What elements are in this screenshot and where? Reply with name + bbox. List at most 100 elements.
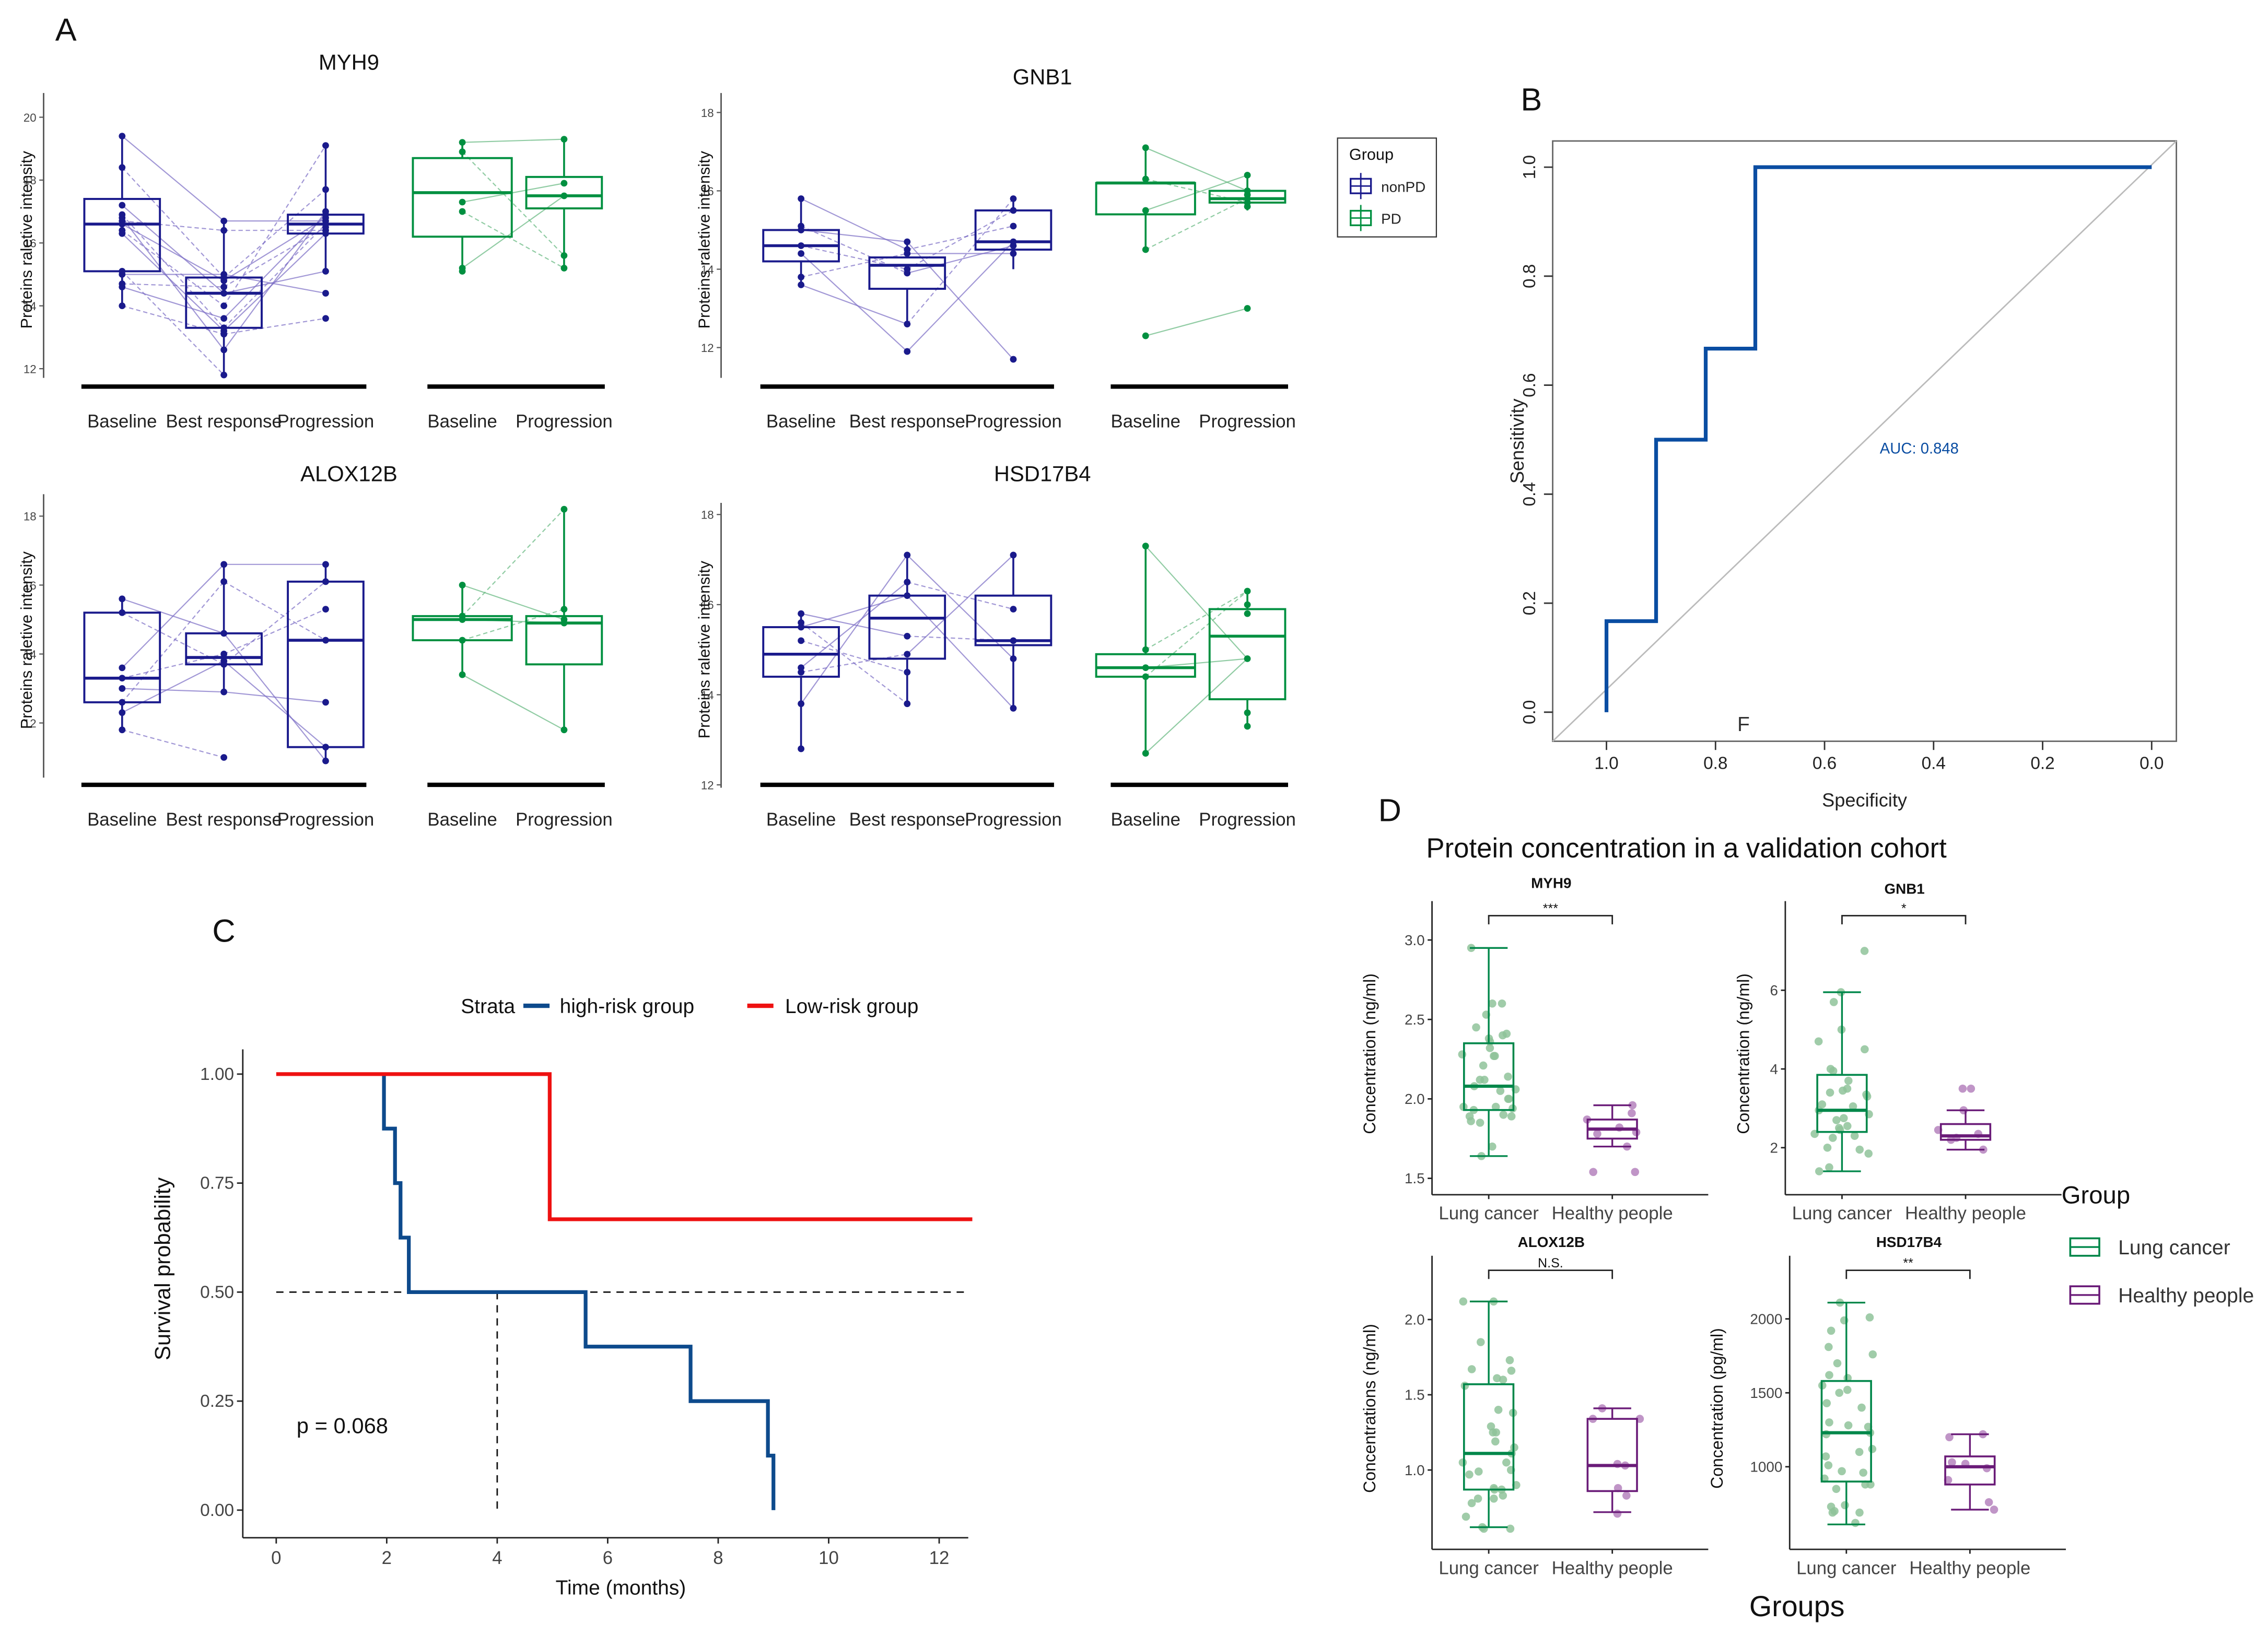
data-point bbox=[1488, 1142, 1497, 1151]
data-point bbox=[220, 661, 228, 668]
data-point bbox=[1864, 1149, 1873, 1158]
significance-label: ** bbox=[1903, 1256, 1913, 1271]
y-tick-label: 18 bbox=[24, 174, 37, 187]
data-point bbox=[1851, 1519, 1860, 1527]
x-tick-label: 12 bbox=[929, 1548, 950, 1568]
pair-line bbox=[906, 595, 1014, 709]
data-point bbox=[119, 220, 126, 228]
x-tick-label: Lung cancer bbox=[1439, 1204, 1538, 1224]
data-point bbox=[560, 192, 568, 199]
x-tick-label: Progression bbox=[1199, 810, 1296, 830]
panel-letter-b: B bbox=[1521, 82, 1542, 117]
pair-line bbox=[122, 205, 225, 294]
data-point bbox=[1476, 1338, 1485, 1346]
panel-d-validation: Protein concentration in a validation co… bbox=[1360, 833, 2254, 1622]
pair-line bbox=[462, 674, 565, 731]
data-point bbox=[322, 578, 329, 585]
data-point bbox=[1984, 1498, 1993, 1507]
data-point bbox=[1815, 1167, 1823, 1175]
data-point bbox=[459, 671, 466, 678]
y-tick-label: 2.0 bbox=[1405, 1312, 1425, 1328]
x-tick-label: Baseline bbox=[1111, 810, 1180, 830]
data-point bbox=[1825, 1418, 1833, 1427]
data-point bbox=[119, 284, 126, 290]
data-point bbox=[560, 606, 568, 613]
subplot-myh9: MYH9 12 14 16 18 20 Proteins raletive intensit… bbox=[18, 50, 612, 432]
data-point bbox=[560, 136, 568, 143]
subplot-alox12b: ALOX12B 12 14 16 18 Proteins raletive intensi… bbox=[18, 461, 612, 830]
x-tick-label: 10 bbox=[819, 1548, 839, 1568]
y-tick-label: 6 bbox=[1770, 982, 1778, 998]
data-point bbox=[1492, 1428, 1500, 1437]
box-nonpd-2 bbox=[287, 561, 365, 764]
pair-line bbox=[223, 145, 326, 307]
pair-line bbox=[122, 612, 225, 665]
data-point bbox=[798, 745, 804, 752]
panel-letter-d: D bbox=[1378, 793, 1401, 828]
data-point bbox=[220, 651, 228, 657]
x-tick-label: Baseline bbox=[766, 810, 836, 830]
data-point bbox=[904, 579, 911, 586]
data-point bbox=[1244, 203, 1251, 210]
box-pd-0 bbox=[1095, 543, 1196, 757]
box bbox=[974, 594, 1053, 646]
data-point bbox=[1491, 1052, 1499, 1060]
data-point bbox=[1490, 1495, 1498, 1503]
data-point bbox=[1244, 655, 1251, 662]
pair-line bbox=[462, 138, 564, 143]
box bbox=[1816, 1074, 1868, 1133]
data-point bbox=[119, 675, 126, 682]
y-axis-label: Survival probability bbox=[150, 1178, 175, 1360]
x-tick-label: Baseline bbox=[1111, 411, 1180, 431]
subplot-title: HSD17B4 bbox=[994, 461, 1091, 486]
data-point bbox=[459, 148, 466, 156]
data-point bbox=[1829, 1134, 1837, 1142]
data-point bbox=[798, 281, 804, 288]
x-axis-label: Time (months) bbox=[556, 1577, 686, 1599]
y-tick-label: 4 bbox=[1770, 1061, 1778, 1077]
box-lung-cancer bbox=[1810, 947, 1873, 1175]
data-point bbox=[1593, 1130, 1601, 1138]
data-point bbox=[1142, 673, 1149, 680]
data-point bbox=[1479, 1061, 1488, 1070]
data-point bbox=[1821, 1452, 1830, 1461]
data-point bbox=[1474, 1495, 1482, 1503]
x-tick-label: 2 bbox=[382, 1548, 392, 1568]
subplot-title: HSD17B4 bbox=[1876, 1234, 1942, 1250]
pair-line bbox=[224, 317, 326, 335]
data-point bbox=[1828, 1508, 1837, 1517]
box-lung-cancer bbox=[1818, 1298, 1877, 1527]
x-tick-label: Lung cancer bbox=[1792, 1204, 1892, 1224]
data-point bbox=[1499, 1110, 1508, 1119]
box bbox=[1939, 1123, 1992, 1141]
box-nonpd-1 bbox=[868, 551, 946, 708]
data-point bbox=[1504, 1095, 1513, 1103]
data-point bbox=[1491, 1102, 1500, 1111]
box-healthy-people bbox=[1944, 1430, 1998, 1514]
pair-line bbox=[122, 135, 225, 221]
data-point bbox=[560, 619, 568, 627]
data-point bbox=[1841, 1501, 1849, 1510]
y-tick-label: 1.0 bbox=[1405, 1462, 1425, 1478]
y-tick-label: 0.8 bbox=[1520, 264, 1539, 288]
data-point bbox=[220, 331, 228, 338]
data-point bbox=[1504, 1072, 1512, 1081]
data-point bbox=[322, 757, 329, 764]
data-point bbox=[119, 726, 126, 734]
data-point bbox=[904, 238, 911, 245]
box bbox=[1208, 608, 1287, 700]
box-healthy-people bbox=[1586, 1404, 1644, 1518]
legend-label-low-risk: Low-risk group bbox=[785, 995, 918, 1018]
x-tick-label: Lung cancer bbox=[1439, 1558, 1538, 1578]
data-point bbox=[1507, 1367, 1516, 1375]
panel-a-legend: Group nonPD PD bbox=[1337, 137, 1437, 238]
panel-d-legend: Group Lung cancer Healthy people bbox=[2062, 1182, 2254, 1307]
data-point bbox=[119, 133, 126, 139]
data-point bbox=[1849, 1102, 1857, 1111]
pair-line bbox=[1145, 198, 1248, 250]
legend-frame bbox=[1337, 137, 1437, 238]
y-tick-label: 14 bbox=[701, 689, 714, 702]
data-point bbox=[1825, 1163, 1833, 1172]
y-axis-label: Concentration (ng/ml) bbox=[1360, 973, 1379, 1134]
panel-d-title: Protein concentration in a validation co… bbox=[1426, 833, 1947, 864]
